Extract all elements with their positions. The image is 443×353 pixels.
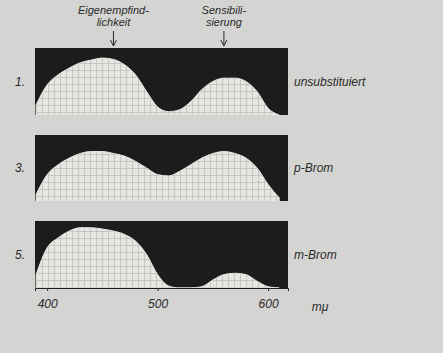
sensitivity-area <box>36 152 279 202</box>
tick-label: 600 <box>259 297 279 311</box>
tick: 500 <box>148 288 168 311</box>
annotation-line: lichkeit <box>97 16 132 28</box>
panel-label: unsubstituiert <box>294 75 366 89</box>
annotation: Eigenempfind-lichkeit <box>78 4 149 28</box>
tick: 600 <box>259 288 279 311</box>
annotation-line: Sensibili- <box>202 4 247 16</box>
tick-mark <box>268 288 269 291</box>
tick-label: 400 <box>38 297 58 311</box>
annotation-arrow <box>221 31 227 46</box>
axis-title: mμ <box>312 300 329 314</box>
plot-area <box>36 58 279 115</box>
annotation-line: Eigenempfind- <box>78 4 149 16</box>
panel-background <box>35 221 288 288</box>
panel-label: p-Brom <box>293 161 333 175</box>
annotation-line: sierung <box>206 16 243 28</box>
x-axis: 400 500 600 <box>36 288 289 311</box>
plot-area <box>36 152 279 202</box>
tick-mark <box>47 288 48 291</box>
panel-background <box>35 48 288 115</box>
sensitivity-area <box>36 58 279 115</box>
tick: 400 <box>38 288 58 311</box>
axis-line <box>36 289 289 292</box>
annotation-arrow <box>110 31 116 46</box>
panel-background <box>35 135 288 201</box>
tick-label: 500 <box>148 297 168 311</box>
tick-mark <box>158 288 159 291</box>
sensitivity-area <box>36 228 279 288</box>
annotation: Sensibili-sierung <box>202 4 247 28</box>
panel-number: 5. <box>15 248 25 262</box>
plot-area <box>36 228 279 288</box>
panel-label: m-Brom <box>294 248 337 262</box>
panel-number: 3. <box>15 161 25 175</box>
panel-number: 1. <box>15 75 25 89</box>
chart: 1. unsubstituiert 3. p-Brom 5. m-Brom 400 500 60… <box>0 0 443 353</box>
